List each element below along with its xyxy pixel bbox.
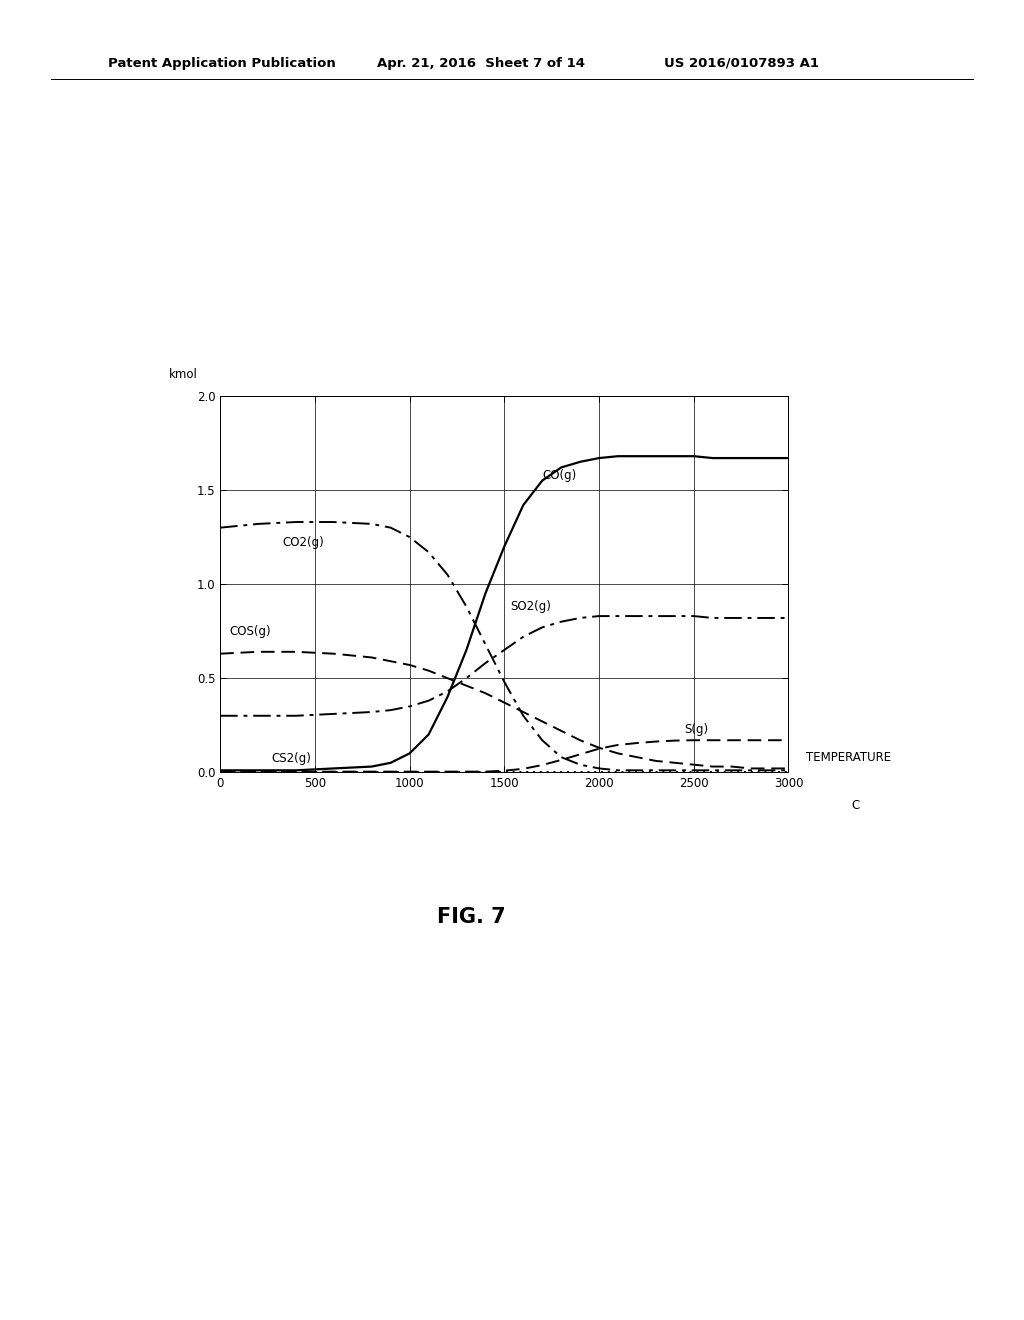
- Text: CO2(g): CO2(g): [283, 536, 325, 549]
- Text: kmol: kmol: [169, 368, 198, 381]
- Text: S(g): S(g): [684, 722, 709, 735]
- Text: C: C: [851, 799, 859, 812]
- Text: Patent Application Publication: Patent Application Publication: [108, 57, 335, 70]
- Text: CS2(g): CS2(g): [271, 752, 311, 764]
- Text: CO(g): CO(g): [543, 469, 577, 482]
- Text: FIG. 7: FIG. 7: [436, 907, 506, 928]
- Text: Apr. 21, 2016  Sheet 7 of 14: Apr. 21, 2016 Sheet 7 of 14: [377, 57, 585, 70]
- Text: TEMPERATURE: TEMPERATURE: [806, 751, 891, 764]
- Text: SO2(g): SO2(g): [510, 601, 551, 614]
- Text: COS(g): COS(g): [229, 624, 271, 638]
- Text: US 2016/0107893 A1: US 2016/0107893 A1: [664, 57, 818, 70]
